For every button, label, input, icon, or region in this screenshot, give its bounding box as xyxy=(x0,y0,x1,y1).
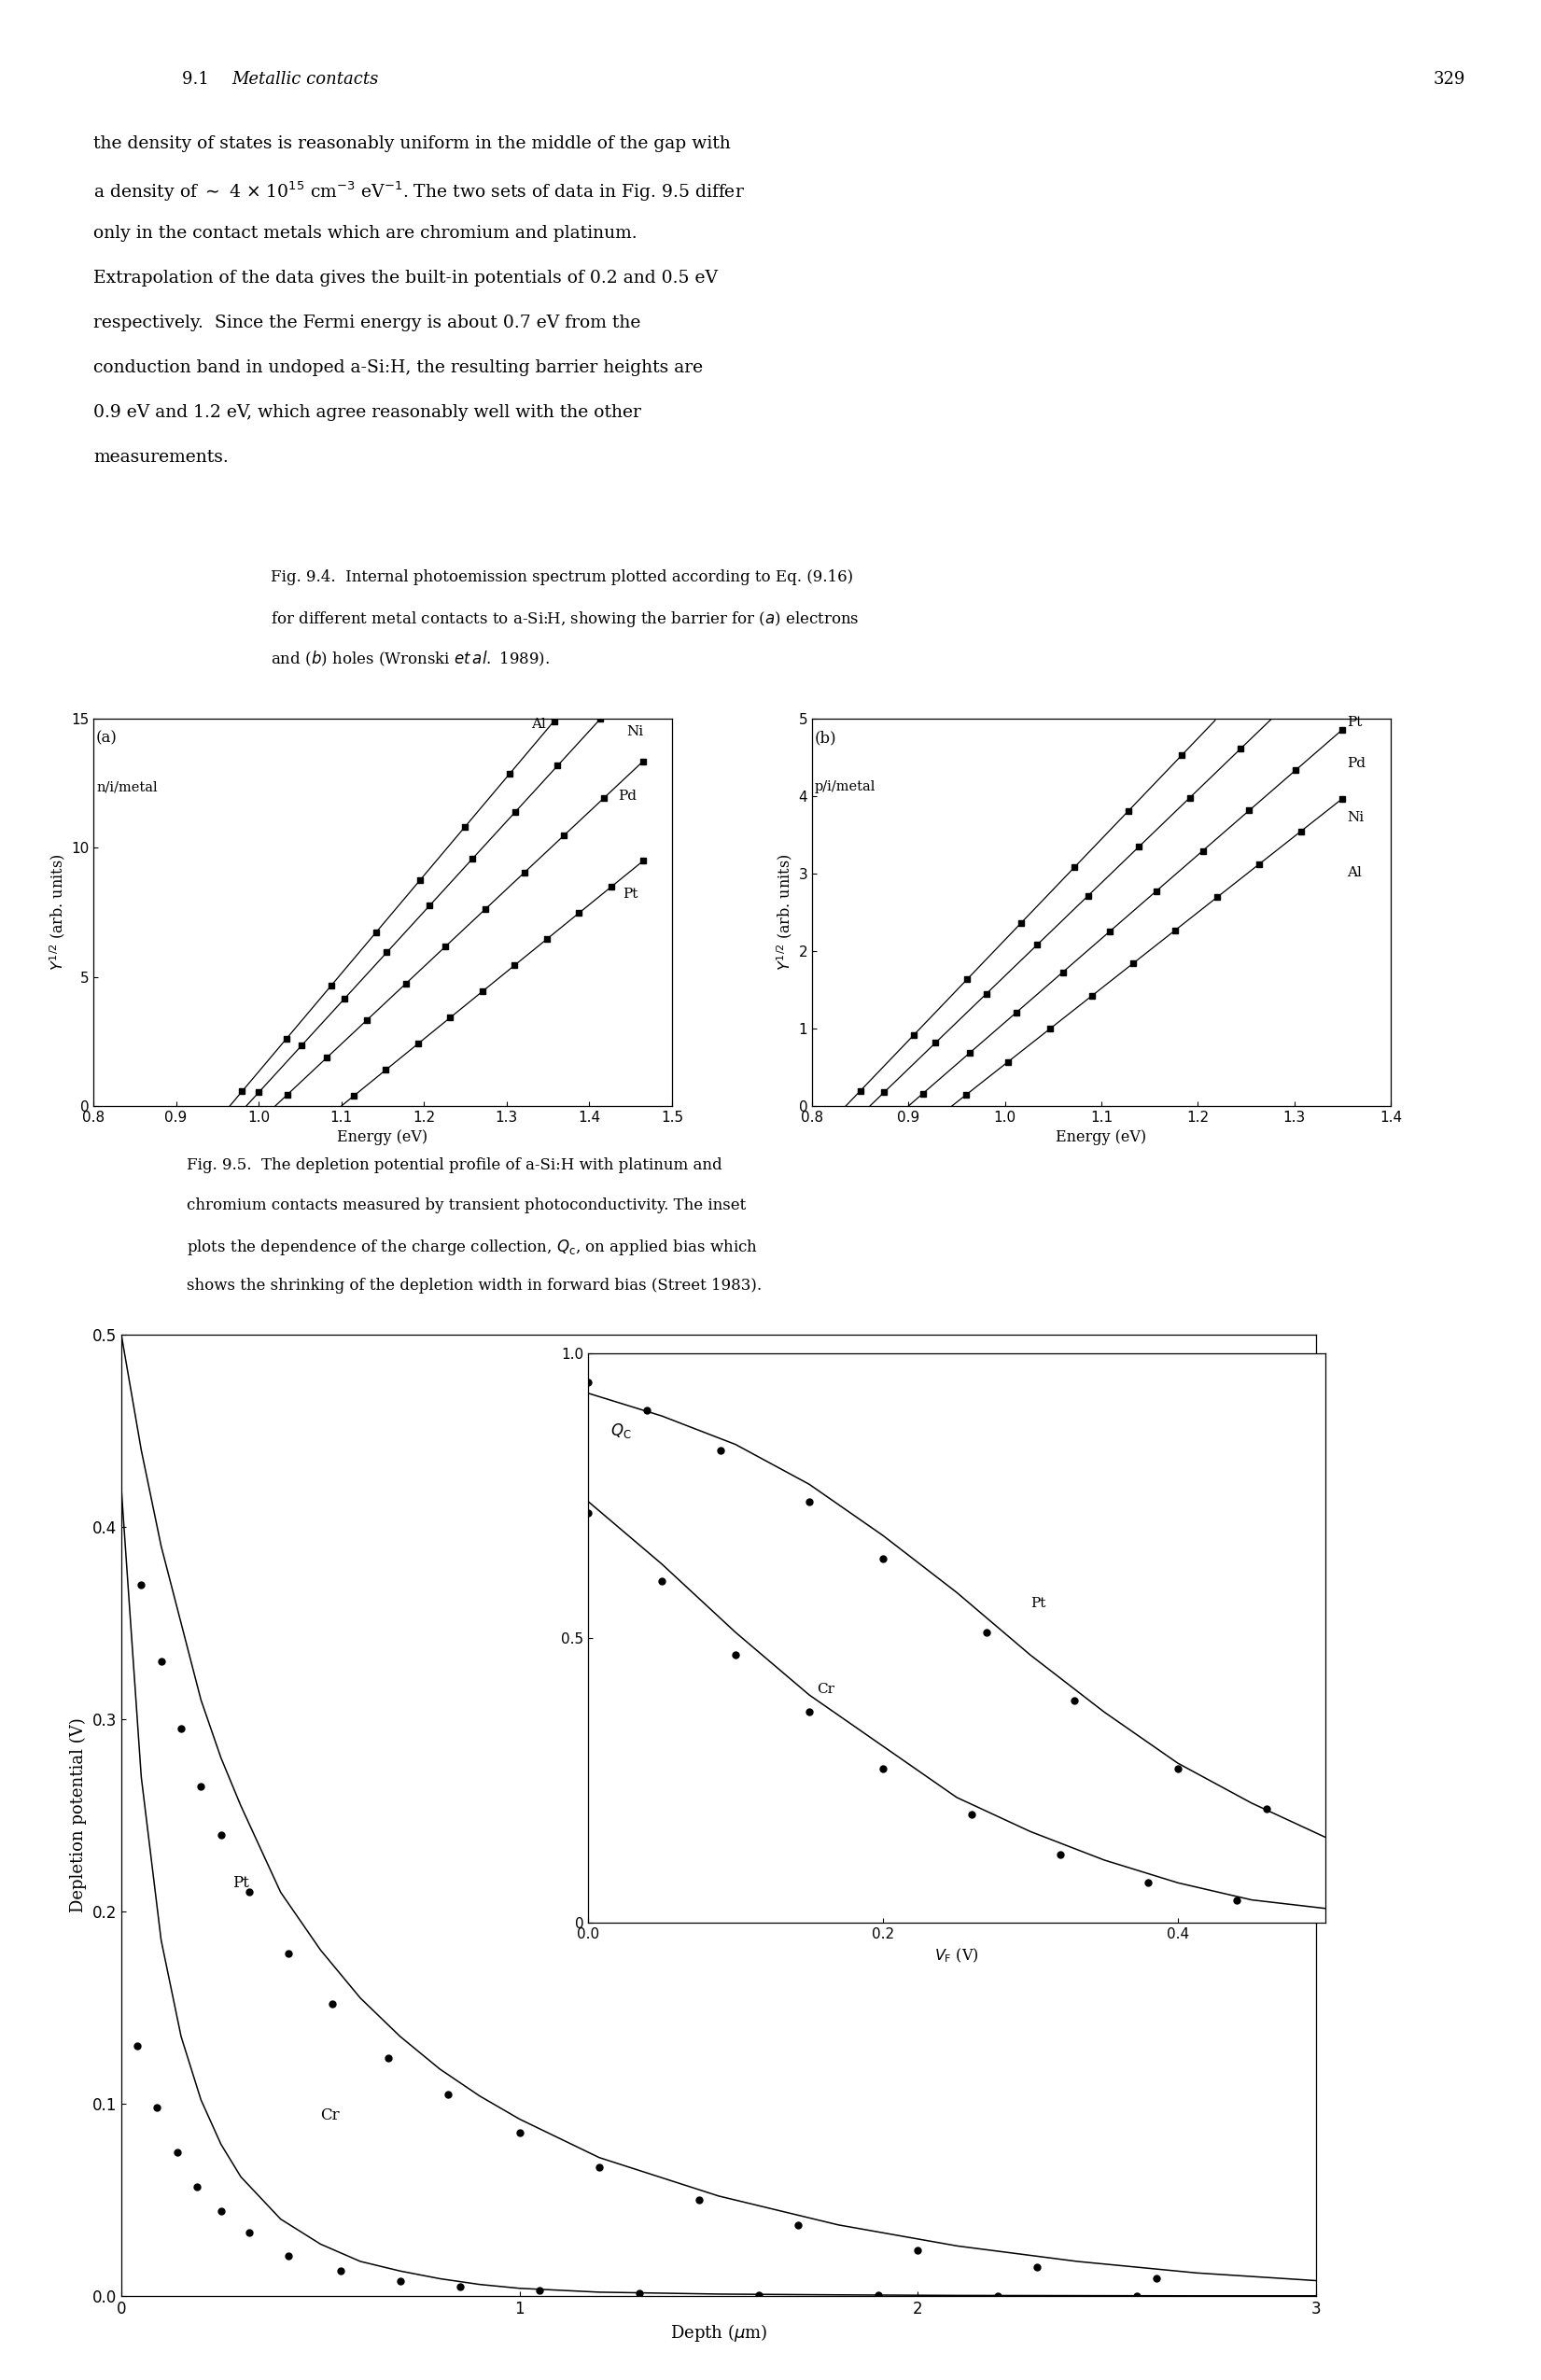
Text: n/i/metal: n/i/metal xyxy=(96,781,157,793)
Text: and ($b$) holes (Wronski $et\,al.$ 1989).: and ($b$) holes (Wronski $et\,al.$ 1989)… xyxy=(271,650,550,669)
Text: shows the shrinking of the depletion width in forward bias (Street 1983).: shows the shrinking of the depletion wid… xyxy=(186,1278,761,1295)
Text: Fig. 9.5.  The depletion potential profile of a-Si:H with platinum and: Fig. 9.5. The depletion potential profil… xyxy=(186,1157,723,1173)
Text: Pd: Pd xyxy=(1347,757,1365,771)
Text: $Q_\mathrm{C}$: $Q_\mathrm{C}$ xyxy=(610,1421,632,1440)
Text: Al: Al xyxy=(532,716,547,731)
Text: Ni: Ni xyxy=(1347,812,1364,823)
Text: Extrapolation of the data gives the built-in potentials of 0.2 and 0.5 eV: Extrapolation of the data gives the buil… xyxy=(94,269,718,286)
Text: a density of $\sim$ 4 $\times$ 10$^{15}$ cm$^{-3}$ eV$^{-1}$. The two sets of da: a density of $\sim$ 4 $\times$ 10$^{15}$… xyxy=(94,181,744,205)
Text: Pt: Pt xyxy=(1031,1597,1046,1611)
Text: 9.1: 9.1 xyxy=(182,71,220,88)
Text: Pt: Pt xyxy=(233,1875,250,1890)
Text: Pt: Pt xyxy=(623,888,638,900)
Text: Pt: Pt xyxy=(1347,716,1362,728)
Text: Ni: Ni xyxy=(627,726,644,738)
Text: only in the contact metals which are chromium and platinum.: only in the contact metals which are chr… xyxy=(94,226,636,243)
Text: Cr: Cr xyxy=(817,1683,834,1697)
Text: (b): (b) xyxy=(815,731,837,747)
Y-axis label: Depletion potential (V): Depletion potential (V) xyxy=(69,1718,86,1914)
Y-axis label: $Y^{1/2}$ (arb. units): $Y^{1/2}$ (arb. units) xyxy=(775,854,795,971)
X-axis label: Depth ($\mu$m): Depth ($\mu$m) xyxy=(670,2323,767,2344)
Text: for different metal contacts to a-Si:H, showing the barrier for ($a$) electrons: for different metal contacts to a-Si:H, … xyxy=(271,609,860,628)
Text: p/i/metal: p/i/metal xyxy=(815,781,875,793)
Text: 0.9 eV and 1.2 eV, which agree reasonably well with the other: 0.9 eV and 1.2 eV, which agree reasonabl… xyxy=(94,405,641,421)
Text: respectively.  Since the Fermi energy is about 0.7 eV from the: respectively. Since the Fermi energy is … xyxy=(94,314,641,331)
Text: plots the dependence of the charge collection, $Q_\mathrm{c}$, on applied bias w: plots the dependence of the charge colle… xyxy=(186,1238,758,1257)
Text: measurements.: measurements. xyxy=(94,450,228,466)
Text: the density of states is reasonably uniform in the middle of the gap with: the density of states is reasonably unif… xyxy=(94,136,730,152)
Text: chromium contacts measured by transient photoconductivity. The inset: chromium contacts measured by transient … xyxy=(186,1197,746,1214)
Text: (a): (a) xyxy=(96,731,117,747)
Text: Al: Al xyxy=(1347,866,1362,878)
X-axis label: Energy (eV): Energy (eV) xyxy=(337,1130,428,1145)
Text: Metallic contacts: Metallic contacts xyxy=(231,71,379,88)
Y-axis label: $Y^{1/2}$ (arb. units): $Y^{1/2}$ (arb. units) xyxy=(48,854,66,971)
Text: Pd: Pd xyxy=(618,790,636,802)
X-axis label: $V_\mathrm{F}$ (V): $V_\mathrm{F}$ (V) xyxy=(934,1947,979,1964)
X-axis label: Energy (eV): Energy (eV) xyxy=(1056,1130,1147,1145)
Text: conduction band in undoped a-Si:H, the resulting barrier heights are: conduction band in undoped a-Si:H, the r… xyxy=(94,359,703,376)
Text: Cr: Cr xyxy=(321,2106,339,2123)
Text: 329: 329 xyxy=(1433,71,1465,88)
Text: Fig. 9.4.  Internal photoemission spectrum plotted according to Eq. (9.16): Fig. 9.4. Internal photoemission spectru… xyxy=(271,569,854,585)
